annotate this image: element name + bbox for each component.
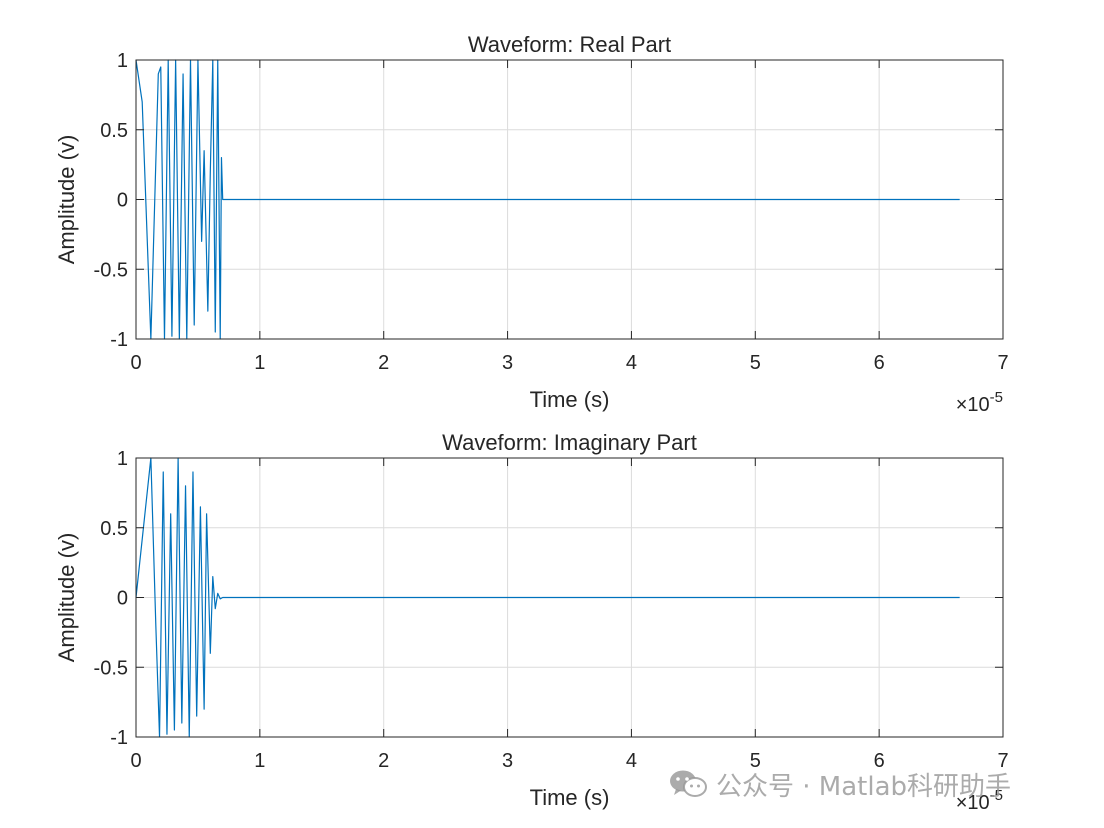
watermark: 公众号 · Matlab科研助手 bbox=[668, 766, 1011, 802]
watermark-text: 公众号 · Matlab科研助手 bbox=[716, 771, 1012, 802]
y-tick-label: 0 bbox=[117, 588, 128, 610]
x-tick-label: 6 bbox=[874, 352, 885, 374]
y-tick-label: -0.5 bbox=[94, 657, 128, 679]
x-tick-label: 6 bbox=[874, 750, 885, 772]
x-tick-label: 2 bbox=[378, 352, 389, 374]
x-tick-label: 7 bbox=[997, 352, 1008, 374]
x-tick-label: 1 bbox=[254, 352, 265, 374]
y-tick-label: 1 bbox=[117, 50, 128, 72]
wechat-icon bbox=[670, 770, 707, 797]
series-line-1 bbox=[135, 59, 960, 340]
x-tick-label: 2 bbox=[378, 750, 389, 772]
y-tick-label: 1 bbox=[117, 448, 128, 470]
x-axis-label: Time (s) bbox=[530, 785, 610, 810]
x-tick-label: 3 bbox=[502, 750, 513, 772]
y-tick-label: 0 bbox=[117, 190, 128, 212]
y-tick-label: -1 bbox=[110, 727, 128, 749]
x-tick-label: 5 bbox=[750, 750, 761, 772]
y-axis-label: Amplitude (v) bbox=[54, 135, 79, 265]
x-axis-label: Time (s) bbox=[530, 387, 610, 412]
x-tick-label: 4 bbox=[626, 352, 637, 374]
y-tick-label: -1 bbox=[110, 329, 128, 351]
x-tick-label: 4 bbox=[626, 750, 637, 772]
chart-title: Waveform: Imaginary Part bbox=[442, 430, 697, 455]
chart-title: Waveform: Real Part bbox=[468, 32, 671, 57]
x-tick-label: 5 bbox=[750, 352, 761, 374]
y-axis-label: Amplitude (v) bbox=[54, 533, 79, 663]
subplot-1: 0 1 2 3 4 5 6 7 -1 -0.5 0 0.5 1 Waveform: Real Part Ti… bbox=[54, 32, 1009, 416]
x-tick-label: 0 bbox=[130, 352, 141, 374]
x-tick-label: 1 bbox=[254, 750, 265, 772]
y-tick-label: -0.5 bbox=[94, 259, 128, 281]
x-tick-label: 0 bbox=[130, 750, 141, 772]
y-tick-label: 0.5 bbox=[100, 120, 128, 142]
x-exponent-label: ×10-5 bbox=[956, 389, 1003, 416]
x-tick-label: 7 bbox=[997, 750, 1008, 772]
y-tick-label: 0.5 bbox=[100, 518, 128, 540]
subplot-2: 0 1 2 3 4 5 6 7 -1 -0.5 0 0.5 1 Waveform: Imaginary P… bbox=[54, 430, 1009, 814]
x-tick-label: 3 bbox=[502, 352, 513, 374]
x-exponent-label: ×10-5 bbox=[956, 787, 1003, 814]
